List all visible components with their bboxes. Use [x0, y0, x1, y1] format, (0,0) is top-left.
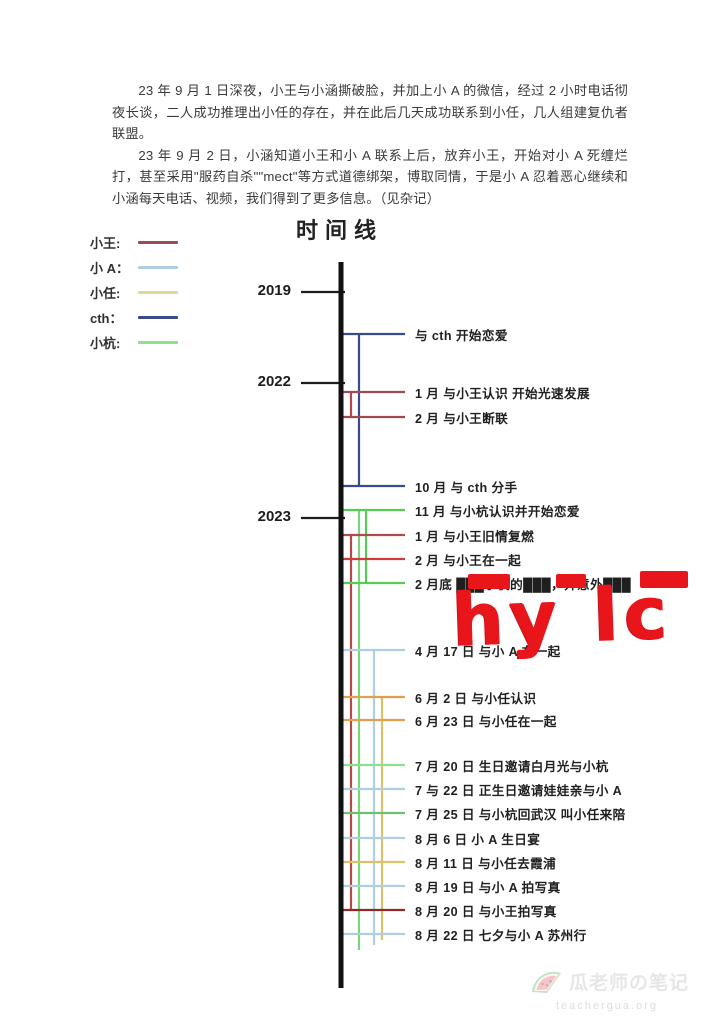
timeline-event-label: 6 月 2 日 与小任认识: [415, 692, 537, 706]
legend-item-label: 小任:: [90, 286, 121, 301]
legend-item: 小 A：: [90, 255, 270, 280]
timeline-event-label: 4 月 17 日 与小 A 在一起: [415, 645, 561, 659]
chart-title: 时间线: [296, 218, 384, 243]
timeline-event-label: 10 月 与 cth 分手: [415, 481, 518, 495]
timeline-event-label: 1 月 与小王认识 开始光速发展: [415, 387, 591, 401]
timeline-event-label: 8 月 6 日 小 A 生日宴: [415, 833, 541, 847]
legend: 小王: 小 A： 小任: cth： 小杭:: [90, 230, 270, 355]
legend-item-label: 小杭:: [90, 336, 121, 351]
legend-item: cth：: [90, 305, 270, 330]
legend-color-swatch: [138, 266, 178, 269]
timeline-event-label: 8 月 11 日 与小任去霞浦: [415, 857, 557, 871]
legend-item: 小王:: [90, 230, 270, 255]
timeline-event-label: 8 月 20 日 与小王拍写真: [415, 905, 557, 919]
watermark: 瓜老师の笔记: [530, 968, 689, 995]
timeline-event-label: 7 月 25 日 与小杭回武汉 叫小任来陪: [415, 808, 626, 822]
legend-color-swatch: [138, 316, 178, 319]
timeline-event-label: 2 月 与小王断联: [415, 412, 509, 426]
graffiti-annotation: hy lc: [450, 570, 675, 662]
timeline-event-label: 7 与 22 日 正生日邀请娃娃亲与小 A: [415, 784, 623, 798]
paragraph-1: 23 年 9 月 1 日深夜，小王与小涵撕破脸，并加上小 A 的微信，经过 2 …: [112, 83, 628, 141]
redaction-mark: [640, 571, 688, 588]
watermark-url: teachergua.org: [556, 1000, 658, 1012]
redaction-mark: [556, 574, 586, 588]
timeline-event-label: 8 月 19 日 与小 A 拍写真: [415, 881, 561, 895]
timeline-event-label: 7 月 20 日 生日邀请白月光与小杭: [415, 760, 609, 774]
legend-item: 小杭:: [90, 330, 270, 355]
year-label: 2019: [257, 282, 291, 299]
paragraph-2: 23 年 9 月 2 日，小涵知道小王和小 A 联系上后，放弃小王，开始对小 A…: [112, 147, 628, 206]
year-label: 2022: [257, 373, 291, 390]
article-prose: 23 年 9 月 1 日深夜，小王与小涵撕破脸，并加上小 A 的微信，经过 2 …: [112, 80, 628, 209]
redaction-mark: [468, 574, 510, 589]
timeline-event-label: 8 月 22 日 七夕与小 A 苏州行: [415, 929, 587, 943]
legend-item-label: 小 A：: [90, 261, 130, 276]
timeline-event-label: 11 月 与小杭认识并开始恋爱: [415, 505, 580, 519]
legend-item: 小任:: [90, 280, 270, 305]
legend-item-label: 小王:: [90, 236, 121, 251]
watermark-title: 瓜老师の笔记: [569, 973, 690, 994]
legend-color-swatch: [138, 241, 178, 244]
watermelon-icon: [532, 971, 561, 993]
timeline-event-label: 2 月 与小王在一起: [415, 554, 522, 568]
legend-color-swatch: [138, 341, 178, 344]
year-label: 2023: [257, 508, 291, 525]
timeline-event-label: 6 月 23 日 与小任在一起: [415, 715, 557, 729]
legend-item-label: cth：: [90, 311, 123, 326]
timeline-event-label: 1 月 与小王旧情复燃: [415, 530, 535, 544]
legend-color-swatch: [138, 291, 178, 294]
timeline-event-label: 与 cth 开始恋爱: [415, 329, 508, 343]
